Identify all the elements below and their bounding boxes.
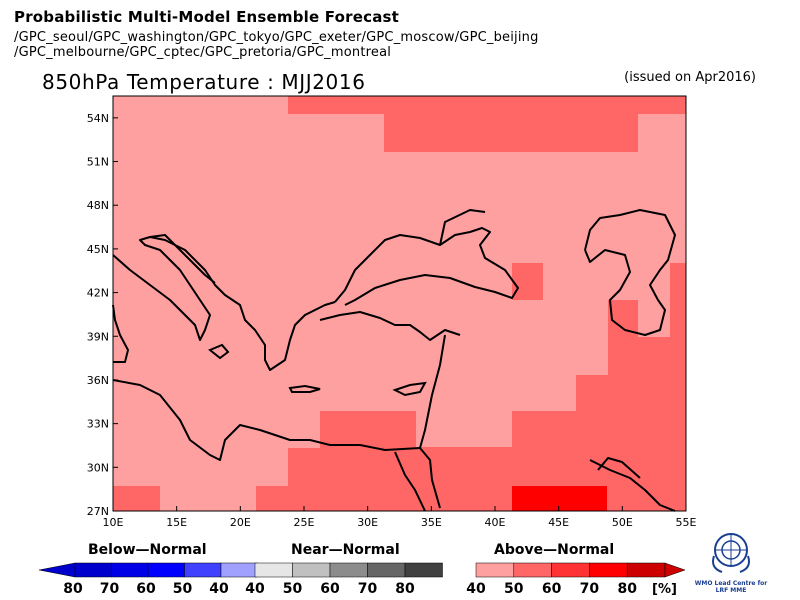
legend-near-tick-label: 60 [320,581,340,597]
coast-persian-gulf [589,459,676,512]
legend-near-swatch [367,562,406,578]
legend-near-swatch [404,562,443,578]
legend-below-tick-label: 80 [63,581,83,597]
region-above-50-north [288,96,686,152]
legend-below-swatch [147,562,185,578]
gpc-list-line1: /GPC_seoul/GPC_washington/GPC_tokyo/GPC_… [14,30,539,45]
logo-text-line1: WMO Lead Centre for [694,580,768,587]
legend-near-tick-label: 40 [245,581,265,597]
lon-label: 45E [548,516,569,529]
lon-label: 40E [485,516,506,529]
legend-above-tick-label: 60 [542,581,562,597]
legend-above-tick-label: 80 [617,581,637,597]
coast-red-sea [394,451,426,512]
legend-near-swatch [292,562,331,578]
legend-below-tick-label: 70 [100,581,120,597]
coast-levant [419,334,446,509]
lon-label: 20E [230,516,251,529]
coast-turkey-south [319,311,461,341]
lat-label: 39N [87,330,109,343]
island-sicily [208,343,230,360]
legend-above-tick-label: 70 [580,581,600,597]
lon-label: 15E [166,516,187,529]
gpc-list-line2: /GPC_melbourne/GPC_cptec/GPC_pretoria/GP… [14,45,392,60]
legend-near-tick-label: 70 [358,581,378,597]
islands [208,343,427,397]
legend-below-swatch [220,562,258,578]
coast-italy-boot [149,234,216,284]
lon-label: 55E [676,516,697,529]
legend-above-swatch [626,562,666,578]
lat-label: 30N [87,461,109,474]
legend-below-swatch [74,562,112,578]
wmo-emblem-icon [712,533,750,573]
legend-below-tick-label: 60 [136,581,156,597]
region-above-50-east [512,263,686,511]
island-crete [288,384,321,393]
region-above-70-arabia [512,486,607,511]
wmo-logo: WMO Lead Centre for LRF MME [688,528,774,598]
lon-label: 25E [294,516,315,529]
coast-black-sea [334,227,519,306]
legend-below-tick-label: 50 [173,581,193,597]
lat-label: 48N [87,199,109,212]
legend-above-label: Above—Normal [494,542,615,558]
lat-label: 36N [87,374,109,387]
legend-below-label: Below—Normal [88,542,207,558]
legend-above-swatch [551,562,590,578]
legend-near-tick-label: 50 [283,581,303,597]
legend-above-arrow [664,562,686,578]
region-above-50-caspian [512,263,543,300]
legend-above-tick-label: 40 [466,581,486,597]
lat-label: 51N [87,156,109,169]
lon-label: 10E [103,516,124,529]
legend-near-swatch [254,562,293,578]
coast-north-med [112,304,129,363]
legend-unit: [%] [652,582,677,597]
legend-above-swatch [513,562,552,578]
forecast-title: Probabilistic Multi-Model Ensemble Forec… [14,8,400,26]
lat-label: 27N [87,505,109,518]
legend-above-swatch [475,562,515,578]
coastlines [112,209,676,512]
legend-below-swatch [184,562,222,578]
legend-above-tick-label: 50 [504,581,524,597]
axis-labels: 10E 15E 20E 25E 30E 35E 40E 45E 50E 55E 54N 51N 48N 4… [87,112,697,529]
legend-below-tick-label: 40 [209,581,229,597]
logo-text-line2: LRF MME [715,587,747,594]
map-frame [112,95,687,512]
legend-near-label: Near—Normal [291,542,400,558]
lat-label: 33N [87,418,109,431]
issued-date: (issued on Apr2016) [624,70,756,85]
legend-near-swatch [329,562,368,578]
lat-label: 45N [87,243,109,256]
lon-label: 35E [421,516,442,529]
lon-label: 50E [612,516,633,529]
lat-label: 42N [87,287,109,300]
legend-below-arrow [38,562,76,578]
lon-label: 30E [357,516,378,529]
axis-ticks [112,117,687,512]
coast-gulf-north [597,457,641,479]
coast-europe [112,236,336,371]
legend-above-swatch [589,562,628,578]
region-above-50-levant [256,411,512,511]
coast-africa [112,379,421,461]
island-cyprus [392,381,427,397]
coast-caspian [584,209,676,336]
coast-azov [439,209,486,246]
lat-label: 54N [87,112,109,125]
map-title: 850hPa Temperature : MJJ2016 [42,70,366,94]
region-above-50-sw [113,486,160,511]
legend-below-swatch [111,562,149,578]
legend-near-tick-label: 80 [395,581,415,597]
